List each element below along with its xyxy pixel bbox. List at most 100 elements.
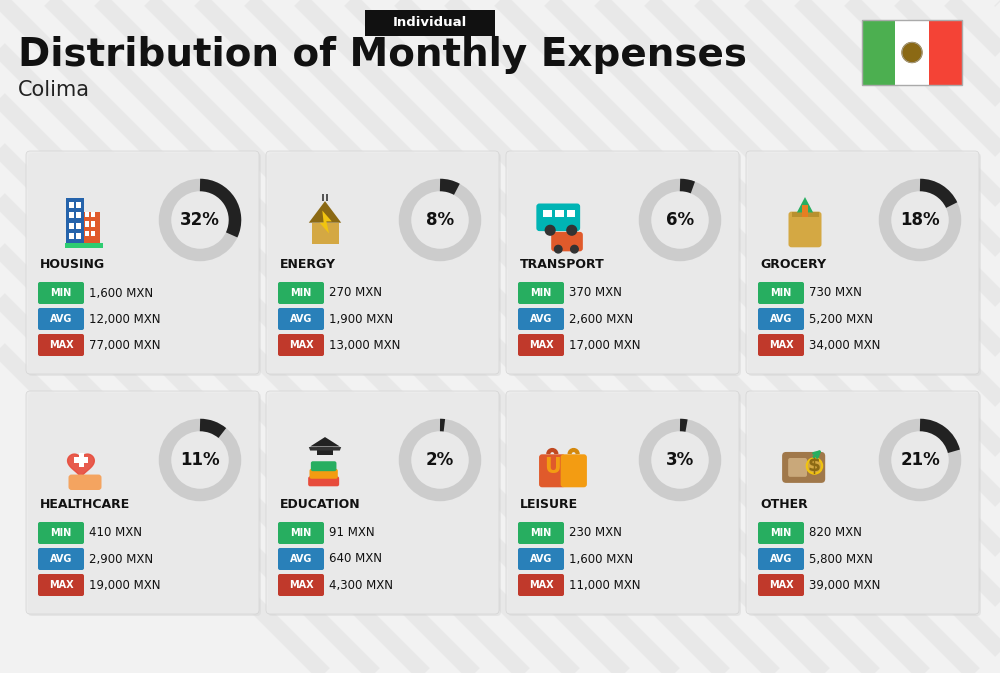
- Text: 370 MXN: 370 MXN: [569, 287, 622, 299]
- Text: 19,000 MXN: 19,000 MXN: [89, 579, 160, 592]
- Text: AVG: AVG: [530, 554, 552, 564]
- Text: 2%: 2%: [426, 451, 454, 469]
- FancyBboxPatch shape: [518, 574, 564, 596]
- FancyBboxPatch shape: [69, 233, 74, 239]
- FancyBboxPatch shape: [536, 203, 580, 231]
- FancyBboxPatch shape: [278, 282, 324, 304]
- FancyBboxPatch shape: [758, 574, 804, 596]
- FancyBboxPatch shape: [555, 210, 564, 217]
- Text: Distribution of Monthly Expenses: Distribution of Monthly Expenses: [18, 36, 747, 74]
- FancyBboxPatch shape: [758, 548, 804, 570]
- FancyBboxPatch shape: [748, 153, 981, 376]
- FancyBboxPatch shape: [758, 308, 804, 330]
- Circle shape: [806, 458, 823, 474]
- FancyBboxPatch shape: [508, 153, 741, 376]
- Circle shape: [567, 225, 577, 235]
- Polygon shape: [309, 447, 341, 450]
- FancyBboxPatch shape: [506, 151, 739, 374]
- Text: 21%: 21%: [900, 451, 940, 469]
- FancyBboxPatch shape: [278, 574, 324, 596]
- Text: EDUCATION: EDUCATION: [280, 499, 361, 511]
- Text: 5,800 MXN: 5,800 MXN: [809, 553, 873, 565]
- Text: 13,000 MXN: 13,000 MXN: [329, 339, 400, 351]
- FancyBboxPatch shape: [862, 20, 895, 85]
- FancyBboxPatch shape: [38, 308, 84, 330]
- FancyBboxPatch shape: [28, 153, 261, 376]
- FancyBboxPatch shape: [79, 453, 84, 467]
- FancyBboxPatch shape: [518, 334, 564, 356]
- FancyBboxPatch shape: [69, 202, 74, 208]
- FancyBboxPatch shape: [85, 212, 89, 217]
- FancyBboxPatch shape: [26, 391, 259, 614]
- Text: 12,000 MXN: 12,000 MXN: [89, 312, 160, 326]
- Circle shape: [545, 225, 555, 235]
- Text: AVG: AVG: [770, 314, 792, 324]
- Text: MAX: MAX: [49, 340, 73, 350]
- FancyBboxPatch shape: [561, 454, 587, 487]
- FancyBboxPatch shape: [802, 205, 808, 217]
- Text: MAX: MAX: [289, 580, 313, 590]
- FancyBboxPatch shape: [69, 213, 74, 218]
- FancyBboxPatch shape: [929, 20, 962, 85]
- FancyBboxPatch shape: [308, 476, 339, 487]
- FancyBboxPatch shape: [567, 210, 575, 217]
- FancyBboxPatch shape: [508, 393, 741, 616]
- FancyBboxPatch shape: [91, 212, 95, 217]
- Text: 34,000 MXN: 34,000 MXN: [809, 339, 880, 351]
- FancyBboxPatch shape: [782, 452, 825, 483]
- FancyBboxPatch shape: [266, 151, 499, 374]
- FancyBboxPatch shape: [311, 461, 336, 471]
- Text: MAX: MAX: [529, 580, 553, 590]
- FancyBboxPatch shape: [518, 548, 564, 570]
- Text: 91 MXN: 91 MXN: [329, 526, 375, 540]
- Text: LEISURE: LEISURE: [520, 499, 578, 511]
- Text: 17,000 MXN: 17,000 MXN: [569, 339, 640, 351]
- FancyBboxPatch shape: [539, 454, 565, 487]
- FancyBboxPatch shape: [38, 522, 84, 544]
- Text: AVG: AVG: [290, 554, 312, 564]
- FancyBboxPatch shape: [758, 522, 804, 544]
- Text: 2,900 MXN: 2,900 MXN: [89, 553, 153, 565]
- Text: HOUSING: HOUSING: [40, 258, 105, 271]
- FancyBboxPatch shape: [266, 391, 499, 614]
- FancyBboxPatch shape: [84, 212, 100, 247]
- Text: $: $: [808, 456, 821, 475]
- FancyBboxPatch shape: [278, 334, 324, 356]
- FancyBboxPatch shape: [278, 522, 324, 544]
- FancyBboxPatch shape: [85, 221, 89, 227]
- FancyBboxPatch shape: [746, 151, 979, 374]
- Text: U: U: [544, 457, 561, 476]
- FancyBboxPatch shape: [551, 232, 583, 251]
- Text: 230 MXN: 230 MXN: [569, 526, 622, 540]
- Text: MAX: MAX: [289, 340, 313, 350]
- FancyBboxPatch shape: [758, 334, 804, 356]
- FancyBboxPatch shape: [38, 574, 84, 596]
- FancyBboxPatch shape: [91, 221, 95, 227]
- FancyBboxPatch shape: [268, 153, 501, 376]
- Circle shape: [809, 460, 820, 472]
- Circle shape: [571, 246, 578, 253]
- Text: HEALTHCARE: HEALTHCARE: [40, 499, 130, 511]
- FancyBboxPatch shape: [278, 308, 324, 330]
- Circle shape: [902, 42, 922, 63]
- Text: MIN: MIN: [290, 528, 312, 538]
- Text: MAX: MAX: [769, 340, 793, 350]
- FancyBboxPatch shape: [322, 194, 324, 201]
- Text: AVG: AVG: [530, 314, 552, 324]
- Text: Colima: Colima: [18, 80, 90, 100]
- Polygon shape: [797, 197, 813, 213]
- FancyBboxPatch shape: [365, 10, 495, 36]
- FancyBboxPatch shape: [788, 458, 807, 477]
- FancyBboxPatch shape: [76, 223, 81, 229]
- FancyBboxPatch shape: [38, 548, 84, 570]
- FancyBboxPatch shape: [543, 210, 552, 217]
- Text: 11%: 11%: [180, 451, 220, 469]
- Text: 3%: 3%: [666, 451, 694, 469]
- Text: 820 MXN: 820 MXN: [809, 526, 862, 540]
- Text: 18%: 18%: [900, 211, 940, 229]
- FancyBboxPatch shape: [278, 548, 324, 570]
- Text: GROCERY: GROCERY: [760, 258, 826, 271]
- FancyBboxPatch shape: [792, 212, 818, 217]
- Text: MIN: MIN: [770, 528, 792, 538]
- FancyBboxPatch shape: [746, 391, 979, 614]
